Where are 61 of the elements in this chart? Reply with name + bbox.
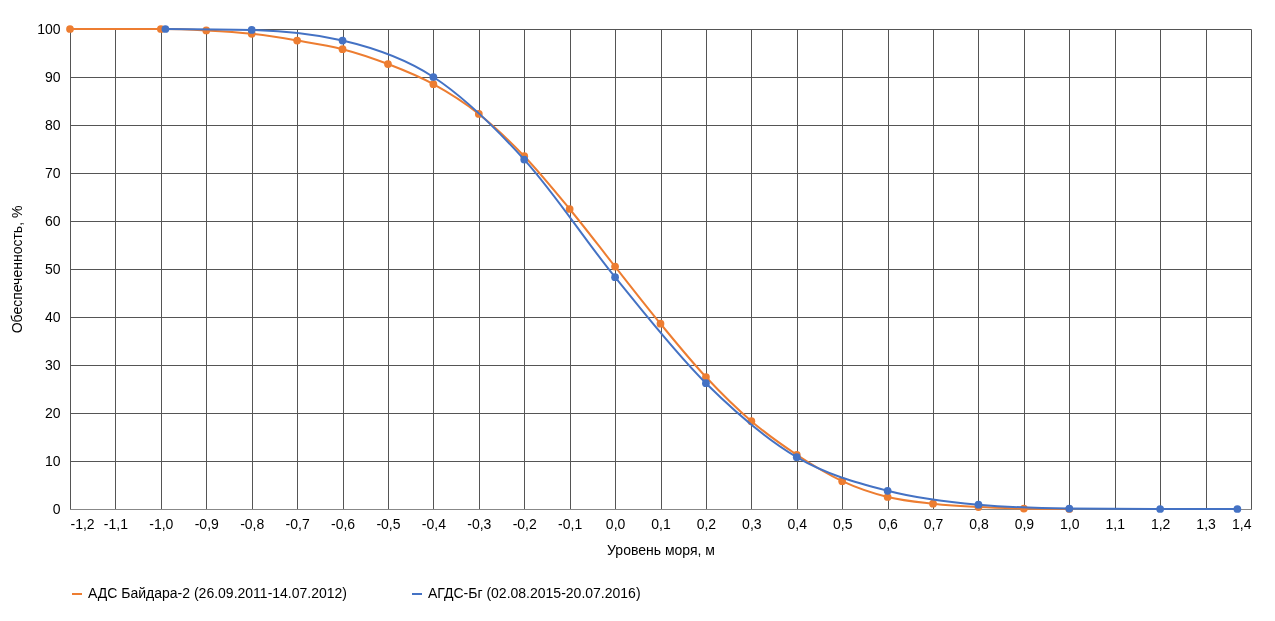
x-tick-label: 1,0	[1060, 515, 1080, 532]
x-tick-label: 0,0	[605, 515, 626, 532]
point	[293, 36, 301, 45]
y-tick-label: 90	[44, 68, 61, 85]
x-tick-label: 1,2	[1150, 515, 1171, 532]
point	[1233, 505, 1242, 513]
point	[384, 60, 392, 68]
y-tick-label: 10	[44, 452, 61, 469]
x-tick-label: -1,2	[70, 515, 95, 532]
x-tick-label: 1,3	[1196, 515, 1217, 532]
x-tick-label: -1,1	[103, 515, 129, 532]
point	[247, 26, 256, 34]
x-tick-label: 0,7	[923, 515, 944, 532]
x-tick-label: 0,9	[1014, 515, 1035, 532]
y-tick-label: 0	[52, 500, 61, 517]
x-tick-label: 0,3	[742, 515, 762, 532]
point	[161, 25, 170, 33]
x-tick-label: -0,5	[376, 515, 401, 532]
x-tick-label: -0,6	[330, 515, 356, 532]
point	[1156, 505, 1165, 513]
legend-label: АДС Байдара-2 (26.09.2011-14.07.2012)	[88, 585, 348, 601]
x-tick-label: 1,4	[1232, 515, 1252, 532]
x-tick-label: -0,1	[558, 515, 583, 532]
point	[611, 273, 619, 282]
y-axis-title: Обеспеченность, %	[9, 205, 26, 334]
x-tick-label: 0,5	[832, 515, 853, 532]
y-tick-label: 60	[44, 212, 61, 229]
point	[338, 36, 347, 45]
x-tick-label: 0,8	[969, 515, 989, 532]
x-tick-label: 0,2	[696, 515, 717, 532]
point	[429, 73, 438, 81]
y-tick-label: 30	[44, 356, 61, 373]
x-tick-label: -0,7	[285, 515, 310, 532]
point	[66, 25, 74, 33]
y-tick-label: 80	[44, 116, 61, 133]
point	[429, 80, 438, 89]
x-tick-label: -0,9	[194, 515, 220, 532]
x-tick-label: 0,1	[651, 515, 671, 532]
point	[338, 45, 347, 54]
y-tick-label: 100	[37, 20, 61, 37]
y-tick-label: 50	[44, 260, 61, 277]
x-tick-label: 1,1	[1105, 515, 1126, 532]
x-tick-label: -0,4	[421, 515, 447, 532]
y-tick-label: 70	[44, 164, 61, 181]
x-axis-title: Уровень моря, м	[607, 541, 715, 558]
x-tick-label: -0,8	[240, 515, 265, 532]
x-tick-label: 0,6	[878, 515, 899, 532]
point	[883, 493, 892, 501]
y-tick-label: 40	[44, 308, 61, 325]
point	[702, 379, 710, 388]
legend-label: АГДС-Бг (02.08.2015-20.07.2016)	[428, 585, 641, 601]
x-tick-label: 0,4	[787, 515, 808, 532]
point	[883, 486, 892, 495]
point	[565, 205, 574, 213]
x-tick-label: -1,0	[149, 515, 174, 532]
x-tick-label: -0,3	[467, 515, 492, 532]
point	[656, 319, 665, 328]
point	[611, 262, 619, 271]
y-tick-label: 20	[44, 404, 61, 421]
point	[929, 499, 937, 508]
x-tick-label: -0,2	[512, 515, 538, 532]
